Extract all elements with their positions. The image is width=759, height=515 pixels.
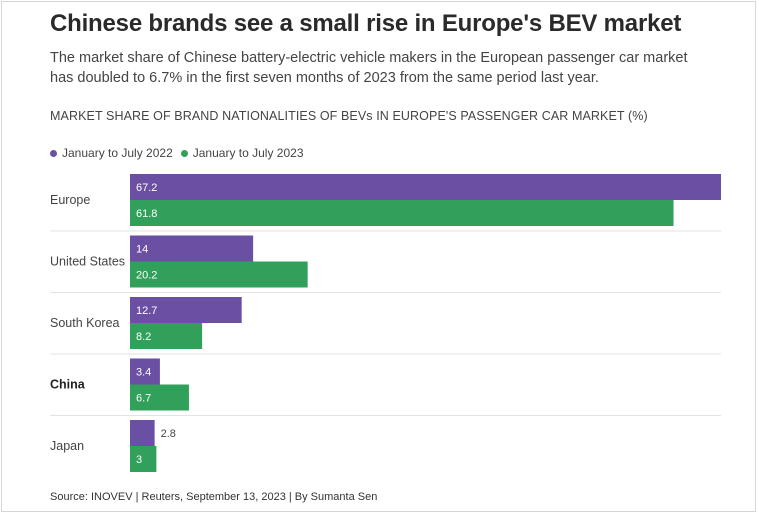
bar-europe-2022 — [130, 174, 721, 200]
value-label-united-states-2023: 20.2 — [136, 270, 157, 282]
value-label-south-korea-2023: 8.2 — [136, 331, 151, 343]
value-label-china-2022: 3.4 — [136, 367, 151, 379]
bar-japan-2023 — [130, 446, 157, 472]
bar-united-states-2022 — [130, 235, 254, 262]
category-label-europe: Europe — [50, 193, 90, 207]
chart-label: MARKET SHARE OF BRAND NATIONALITIES OF B… — [50, 109, 648, 123]
category-label-united-states: United States — [50, 255, 125, 269]
source-note: Source: INOVEV | Reuters, September 13, … — [50, 491, 378, 503]
bar-china-2022 — [130, 358, 160, 385]
value-label-europe-2023: 61.8 — [136, 208, 157, 220]
legend-item-2023: January to July 2023 — [180, 146, 304, 160]
bar-united-states-2023 — [130, 261, 308, 288]
category-label-china: China — [50, 378, 86, 392]
legend-dot-2022 — [50, 149, 57, 157]
category-label-south-korea: South Korea — [50, 316, 120, 330]
legend: January to July 2022 January to July 202… — [50, 146, 312, 160]
bar-south-korea-2023 — [130, 323, 203, 349]
legend-label-2023: January to July 2023 — [192, 146, 304, 160]
value-label-europe-2022: 67.2 — [136, 182, 157, 194]
value-label-china-2023: 6.7 — [136, 393, 151, 405]
value-label-japan-2022: 2.8 — [161, 428, 176, 440]
bar-japan-2022 — [130, 420, 155, 446]
legend-label-2022: January to July 2022 — [62, 146, 173, 160]
value-label-south-korea-2022: 12.7 — [136, 305, 157, 317]
bar-china-2023 — [130, 384, 189, 411]
category-label-japan: Japan — [50, 439, 84, 453]
chart-subtitle: The market share of Chinese battery-elec… — [50, 50, 688, 86]
chart-title: Chinese brands see a small rise in Europ… — [50, 10, 682, 37]
legend-dot-2023 — [180, 149, 188, 157]
value-label-united-states-2022: 14 — [136, 244, 148, 256]
legend-item-2022: January to July 2022 — [50, 146, 173, 160]
bar-europe-2023 — [130, 200, 674, 226]
value-label-japan-2023: 3 — [136, 454, 142, 466]
bar-south-korea-2022 — [130, 297, 242, 323]
